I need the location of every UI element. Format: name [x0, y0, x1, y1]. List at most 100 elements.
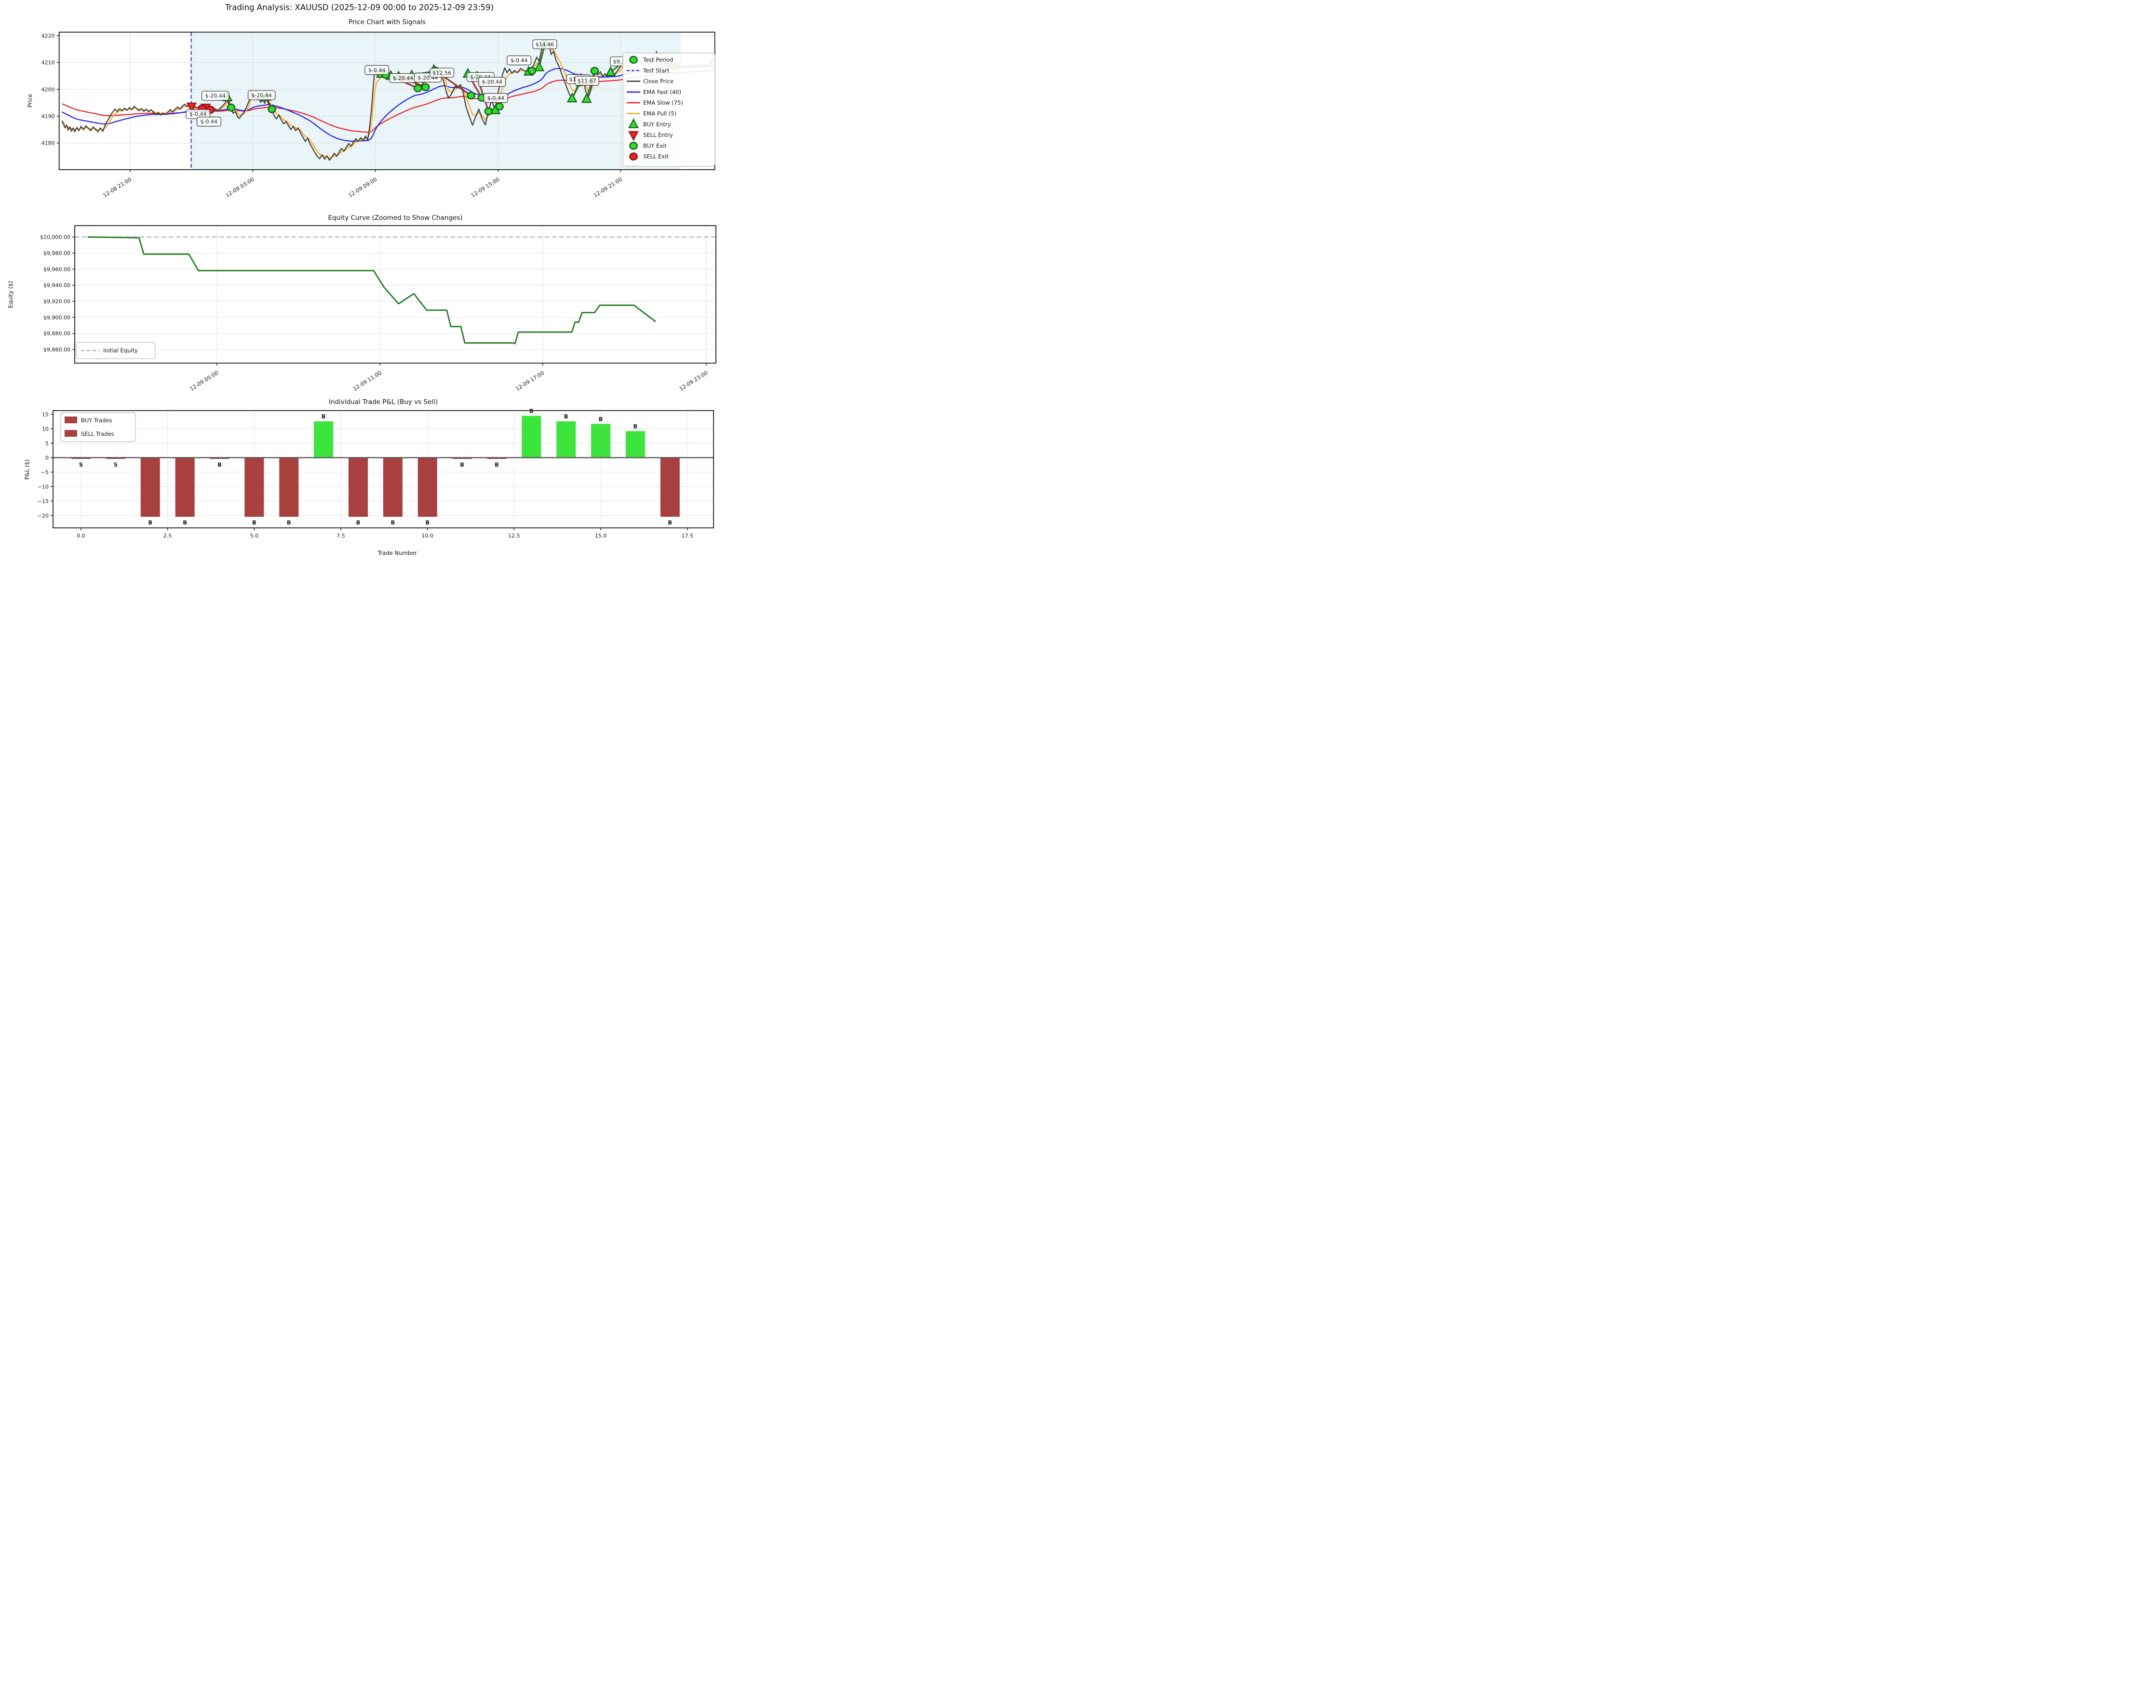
- price-xtick-label: 12-09 15:00: [470, 176, 501, 199]
- pnl-annotation-box: [201, 91, 229, 101]
- pnl-ytick-label: 15: [42, 411, 49, 417]
- pnl-legend: BUY Trades SELL Trades: [60, 412, 136, 442]
- equity-ytick-label: $10,000.00: [40, 234, 70, 241]
- trade-side-letter: B: [391, 519, 395, 526]
- buy-exit-marker: [527, 67, 537, 75]
- equity-ytick-label: $9,940.00: [43, 282, 70, 289]
- pnl-annotation-box: [247, 90, 276, 100]
- pnl-annotation-box: [574, 76, 599, 86]
- loss-trade-bar: [418, 457, 437, 517]
- equity-ytick-label: $9,920.00: [43, 298, 70, 305]
- price-xtick-label: 12-09 09:00: [347, 176, 378, 199]
- buy-entry-marker: [581, 93, 592, 103]
- pnl-chart-title: Individual Trade P&L (Buy vs Sell): [328, 398, 438, 406]
- pnl-xtick-label: 5.0: [250, 533, 259, 539]
- pnl-annotation: $-20.44: [251, 93, 271, 99]
- pnl-annotation: $-0.44: [487, 95, 504, 101]
- legend-label: EMA Fast (40): [643, 89, 681, 95]
- trading-analysis-figure: Trading Analysis: XAUUSD (2025-12-09 00:…: [0, 0, 719, 569]
- pnl-xtick-label: 17.5: [681, 533, 693, 539]
- loss-trade-bar: [383, 457, 403, 517]
- equity-ytick-label: $9,860.00: [43, 347, 70, 353]
- legend-label: SELL Entry: [643, 132, 673, 138]
- pnl-annotation: $-20.44: [205, 93, 225, 99]
- pnl-ytick-label: −10: [38, 484, 49, 490]
- trade-side-letter: B: [460, 461, 464, 468]
- loss-trade-bar: [660, 457, 680, 517]
- loss-trade-bar: [175, 457, 195, 517]
- legend-circle-green-icon: [629, 55, 638, 64]
- legend-circle-green-icon: [629, 142, 638, 150]
- buy-entry-marker: [566, 92, 578, 103]
- loss-trade-bar: [348, 457, 368, 517]
- pnl-annotation-box: [478, 77, 506, 87]
- win-trade-bar: [522, 416, 541, 458]
- pnl-ytick-label: 5: [45, 440, 49, 446]
- pnl-annotation: $12.56: [432, 70, 451, 76]
- equity-legend: Initial Equity: [76, 342, 156, 359]
- trade-side-letter: B: [668, 519, 672, 526]
- trade-side-letter: B: [564, 413, 568, 420]
- equity-xtick-label: 12-09 23:00: [678, 370, 709, 392]
- buy-exit-marker: [495, 102, 504, 111]
- pnl-annotation-box: [507, 55, 532, 66]
- equity-xtick-label: 12-09 05:00: [189, 370, 219, 392]
- equity-frame: [74, 225, 716, 364]
- equity-xtick-label: 12-09 17:00: [514, 370, 545, 392]
- pnl-xtick-label: 10.0: [421, 533, 433, 539]
- sell-entry-marker: [186, 102, 197, 113]
- win-trade-bar: [591, 424, 611, 458]
- price-xtick-label: 12-08 21:00: [102, 176, 133, 199]
- price-xtick-label: 12-09 21:00: [593, 176, 623, 199]
- trade-side-letter: B: [148, 519, 152, 526]
- equity-ytick-label: $9,980.00: [43, 250, 70, 256]
- legend-label: Test Start: [643, 67, 670, 74]
- price-ytick-label: 4200: [41, 86, 55, 93]
- price-legend-box: [622, 53, 715, 167]
- trade-side-letter: B: [633, 423, 638, 430]
- loss-trade-bar: [244, 457, 264, 517]
- buy-exit-marker: [268, 105, 276, 113]
- legend-label: Test Period: [643, 56, 673, 63]
- legend-triangle-down-icon: [628, 131, 639, 141]
- legend-label: Initial Equity: [103, 347, 138, 354]
- trade-side-letter: B: [217, 461, 222, 468]
- pnl-legend-box: [60, 412, 136, 442]
- legend-label: BUY Exit: [643, 142, 667, 149]
- legend-swatch-darkred-icon: [65, 417, 77, 423]
- buy-entry-marker: [605, 66, 616, 76]
- charts-canvas: $-0.44$-0.44$-20.44 $-20.44$-0.44$-20.44 $…: [38, 31, 716, 539]
- price-chart: $-0.44$-0.44$-20.44 $-20.44$-0.44$-20.44 $…: [41, 31, 715, 199]
- pnl-annotation-box: [532, 39, 557, 49]
- price-ytick-label: 4180: [41, 140, 55, 147]
- pnl-xtick-label: 15.0: [595, 533, 607, 539]
- pnl-annotation: $14.46: [536, 41, 554, 48]
- legend-label: EMA Slow (75): [643, 99, 683, 106]
- legend-label: BUY Trades: [81, 417, 112, 424]
- buy-exit-marker: [227, 103, 236, 112]
- price-chart-title: Price Chart with Signals: [348, 18, 426, 26]
- win-trade-bar: [314, 421, 334, 458]
- loss-trade-bar: [279, 457, 299, 517]
- trade-side-letter: B: [252, 519, 256, 526]
- trade-side-letter: B: [599, 416, 603, 422]
- pnl-ytick-label: −5: [41, 469, 49, 475]
- pnl-ytick-label: 10: [42, 426, 49, 432]
- loss-trade-bar: [106, 457, 125, 459]
- pnl-annotation: $-20.44: [482, 79, 502, 85]
- equity-ytick-label: $9,960.00: [43, 266, 70, 272]
- pnl-annotation: $-20.44: [393, 75, 413, 81]
- loss-trade-bar: [452, 457, 472, 459]
- legend-swatch-darkred-icon: [65, 430, 77, 437]
- equity-xtick-label: 12-09 11:00: [352, 370, 383, 392]
- trade-side-letter: B: [425, 519, 430, 526]
- trade-side-letter: B: [287, 519, 291, 526]
- legend-label: BUY Entry: [643, 121, 671, 128]
- trade-side-letter: B: [183, 519, 187, 526]
- equity-curve-line: [87, 236, 656, 345]
- loss-trade-bar: [210, 457, 229, 459]
- pnl-annotation: $-0.44: [511, 57, 527, 64]
- price-ytick-label: 4210: [41, 60, 55, 66]
- buy-exit-marker: [421, 83, 430, 92]
